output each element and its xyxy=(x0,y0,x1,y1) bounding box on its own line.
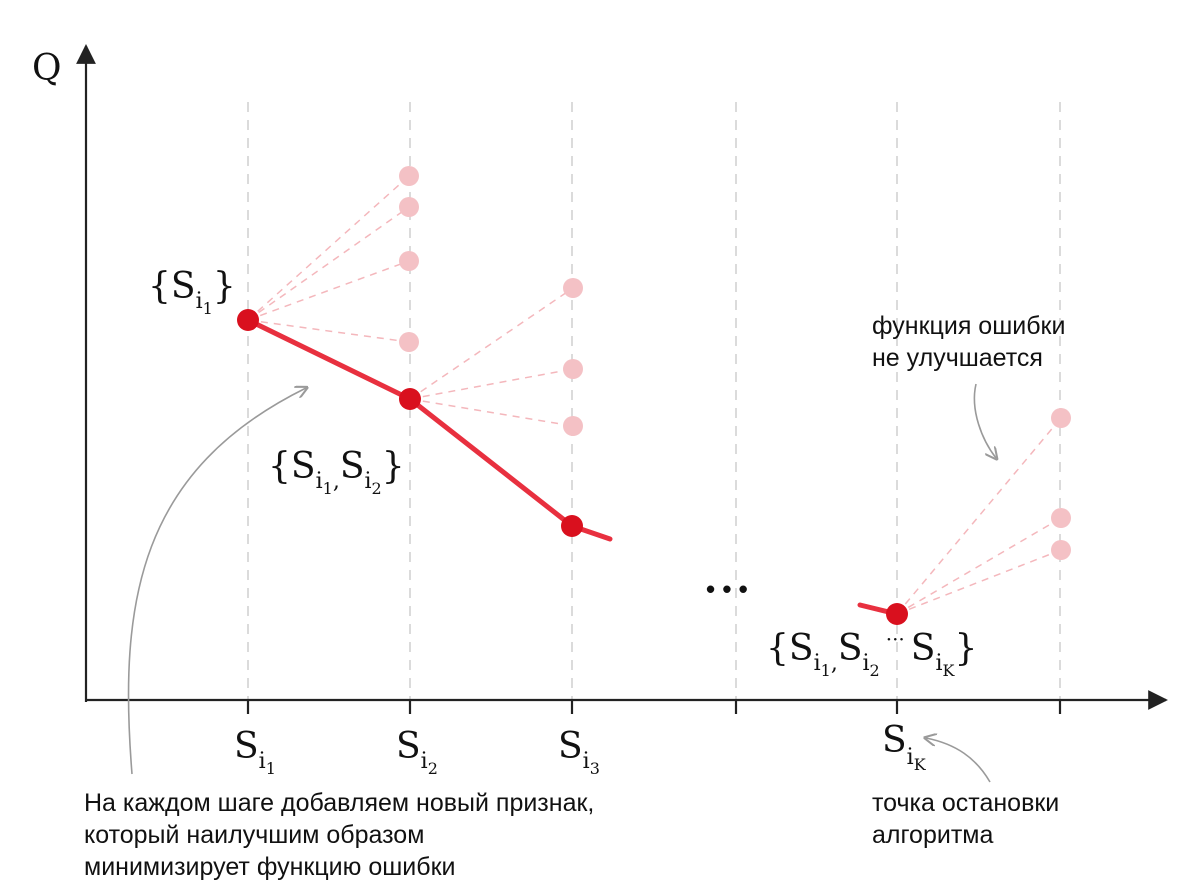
axes xyxy=(76,44,1168,714)
candidate-point xyxy=(1051,540,1071,560)
candidate-line xyxy=(247,260,410,321)
x-tick-label-3: Si3 xyxy=(558,726,600,778)
set-label-2: {Si1,Si2} xyxy=(268,446,405,498)
candidate-points xyxy=(399,166,1071,560)
y-axis-label: Q xyxy=(32,48,62,89)
set-sub: i xyxy=(364,469,371,494)
brace-open: { xyxy=(148,266,171,307)
path-segment-main xyxy=(245,317,613,542)
tick-subsub: 3 xyxy=(590,759,600,778)
set-comma: , xyxy=(333,469,340,494)
brace-open: { xyxy=(766,628,789,669)
candidate-line xyxy=(896,517,1062,615)
tick-base: S xyxy=(234,726,259,767)
tick-sub: i xyxy=(583,749,590,774)
annotation-line: минимизирует функцию ошибки xyxy=(84,853,455,881)
set-label-1: {Si1} xyxy=(148,266,236,318)
tick-sub: i xyxy=(421,749,428,774)
candidate-point xyxy=(399,197,419,217)
set-subsub: K xyxy=(943,661,956,680)
candidate-point xyxy=(1051,508,1071,528)
set-subsub: 2 xyxy=(372,479,382,498)
annotation-line: который наилучшим образом xyxy=(84,821,424,849)
selected-point-k xyxy=(886,603,908,625)
brace-close: } xyxy=(954,628,977,669)
candidate-line xyxy=(247,175,410,321)
set-subsub: 1 xyxy=(203,299,213,318)
candidate-line xyxy=(247,319,410,343)
set-base: S xyxy=(789,628,814,669)
set-sub: i xyxy=(862,651,869,676)
x-tick-label-k: SiK xyxy=(882,720,927,774)
tick-subsub: 2 xyxy=(428,759,438,778)
x-tick-label-1: Si1 xyxy=(234,726,276,778)
set-sub: i xyxy=(935,651,942,676)
tick-base: S xyxy=(558,726,583,767)
set-base: S xyxy=(838,628,863,669)
gridlines xyxy=(247,102,1061,700)
selected-points xyxy=(237,309,908,625)
candidate-line xyxy=(409,287,574,400)
tick-subsub: 1 xyxy=(266,759,276,778)
annotation-line: функция ошибки xyxy=(872,312,1065,340)
tick-sub: i xyxy=(907,745,914,770)
brace-open: { xyxy=(268,446,291,487)
candidate-point xyxy=(563,278,583,298)
set-sub: i xyxy=(316,469,323,494)
candidate-point xyxy=(399,166,419,186)
set-subsub: 1 xyxy=(323,479,333,498)
tick-subsub: K xyxy=(914,755,927,774)
set-base: S xyxy=(911,628,936,669)
annotation-line: не улучшается xyxy=(872,344,1043,372)
candidate-point xyxy=(563,359,583,379)
set-comma: , xyxy=(831,651,838,676)
arrow-no-improve xyxy=(973,383,996,458)
x-tick-label-2: Si2 xyxy=(396,726,438,778)
annotation-line: алгоритма xyxy=(872,821,993,849)
candidate-lines xyxy=(247,175,1062,615)
ellipsis: • • • xyxy=(706,574,748,604)
set-label-k: {Si1,Si2··· SiK} xyxy=(766,627,977,680)
arrow-each-step xyxy=(127,388,306,775)
candidate-point xyxy=(399,251,419,271)
set-sub: i xyxy=(196,289,203,314)
candidate-line xyxy=(896,549,1062,615)
set-sub: i xyxy=(814,651,821,676)
candidate-line xyxy=(896,417,1062,615)
candidate-point xyxy=(563,416,583,436)
annotation-each-step: На каждом шаге добавляем новый признак, к… xyxy=(84,789,594,881)
annotation-stop: точка остановки алгоритма xyxy=(872,789,1059,849)
selected-point-2 xyxy=(399,388,421,410)
set-base: S xyxy=(291,446,316,487)
tick-base: S xyxy=(396,726,421,767)
annotation-arrows xyxy=(127,383,996,783)
annotation-line: На каждом шаге добавляем новый признак, xyxy=(84,789,594,817)
candidate-line xyxy=(409,368,574,400)
set-base: S xyxy=(171,266,196,307)
arrow-stop-point xyxy=(926,738,991,783)
candidate-point xyxy=(1051,408,1071,428)
brace-close: } xyxy=(382,446,405,487)
set-subsub: 1 xyxy=(821,661,831,680)
set-subsub: 2 xyxy=(870,661,880,680)
tick-sub: i xyxy=(259,749,266,774)
set-base: S xyxy=(340,446,365,487)
annotation-no-improve: функция ошибки не улучшается xyxy=(872,312,1065,372)
annotation-line: точка остановки xyxy=(872,789,1059,817)
selected-point-3 xyxy=(561,515,583,537)
tick-base: S xyxy=(882,720,907,761)
candidate-line xyxy=(247,206,410,321)
candidate-line xyxy=(409,398,574,427)
candidate-point xyxy=(399,332,419,352)
selected-point-1 xyxy=(237,309,259,331)
set-dots: ··· xyxy=(886,627,905,651)
brace-close: } xyxy=(213,266,236,307)
